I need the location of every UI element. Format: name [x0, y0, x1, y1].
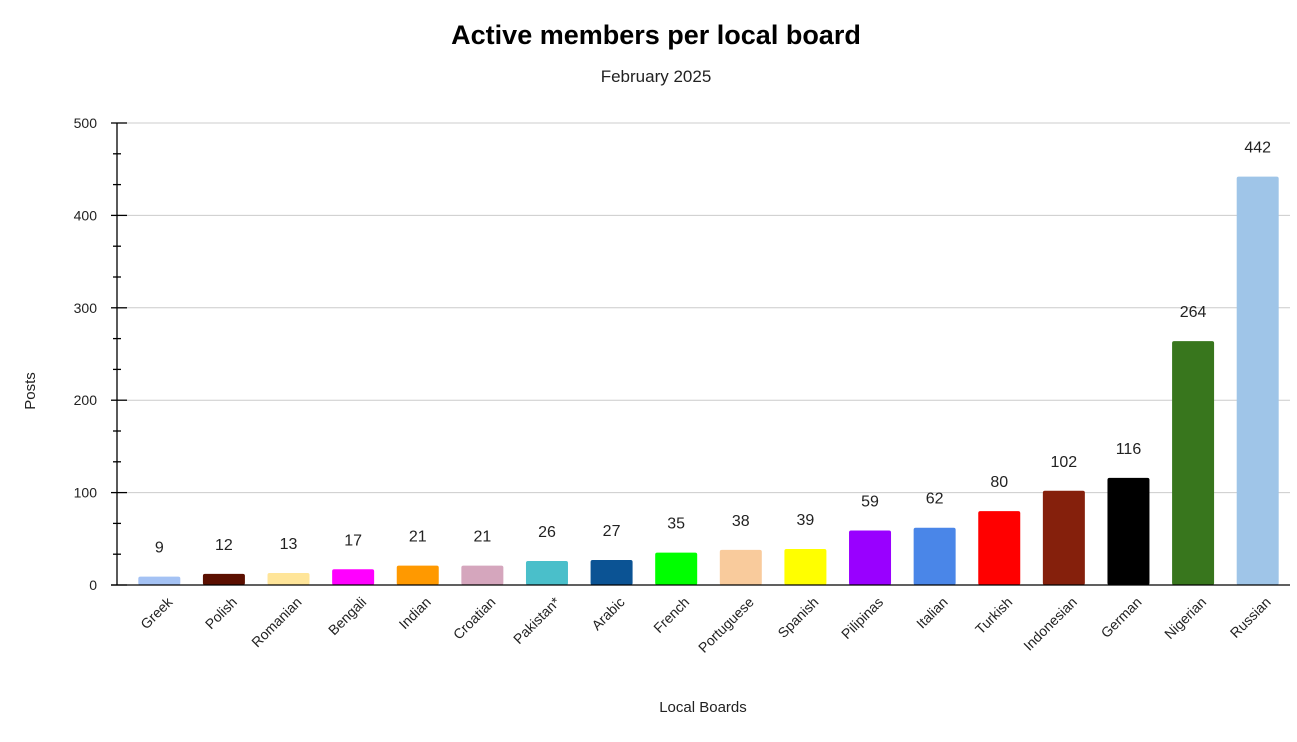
bar-russian[interactable]: [1236, 176, 1279, 586]
data-label: 116: [1116, 441, 1142, 458]
bar-spanish[interactable]: [784, 548, 827, 585]
x-tick-label: Indonesian: [1020, 594, 1080, 654]
x-tick-label: Spanish: [774, 594, 821, 641]
x-tick-label: Portuguese: [695, 594, 757, 656]
data-label: 39: [797, 512, 815, 529]
bar-arabic[interactable]: [590, 560, 633, 585]
data-label: 13: [280, 536, 298, 553]
data-label: 27: [603, 523, 621, 540]
data-label: 17: [344, 532, 362, 549]
x-tick-label: Romanian: [248, 594, 304, 650]
bar-croatian[interactable]: [461, 565, 504, 585]
data-label: 9: [155, 540, 164, 557]
data-label: 12: [215, 537, 233, 554]
bar-romanian[interactable]: [267, 572, 310, 585]
bar-turkish[interactable]: [978, 511, 1021, 585]
bar-italian[interactable]: [913, 527, 956, 585]
bar-pilipinas[interactable]: [849, 530, 892, 585]
x-tick-label: Arabic: [588, 594, 627, 633]
x-tick-label: German: [1098, 594, 1145, 641]
data-label: 264: [1180, 304, 1207, 321]
data-label: 62: [926, 491, 944, 508]
bars: [138, 176, 1279, 586]
x-tick-label: Bengali: [325, 594, 369, 638]
x-tick-label: Polish: [202, 594, 240, 632]
y-tick-label: 0: [89, 577, 97, 593]
data-label: 442: [1244, 140, 1271, 157]
x-axis-title: Local Boards: [659, 699, 747, 716]
bar-portuguese[interactable]: [719, 549, 762, 585]
y-tick-label: 400: [74, 207, 98, 223]
x-tick-label: Greek: [137, 593, 176, 632]
y-axis-title: Posts: [22, 372, 39, 410]
bar-polish[interactable]: [202, 573, 245, 585]
x-tick-label: Croatian: [450, 594, 499, 643]
axes: [111, 122, 1290, 586]
y-tick-label: 500: [74, 115, 98, 131]
data-label: 38: [732, 513, 750, 530]
chart-subtitle: February 2025: [601, 67, 712, 86]
chart-title: Active members per local board: [451, 20, 861, 50]
bar-french[interactable]: [655, 552, 698, 585]
bar-german[interactable]: [1107, 477, 1150, 585]
data-label: 26: [538, 524, 556, 541]
y-tick-label: 300: [74, 300, 98, 316]
x-tick-label: Indian: [396, 594, 434, 632]
bar-pakistan[interactable]: [525, 560, 568, 585]
gridlines: [127, 122, 1290, 494]
bar-bengali[interactable]: [332, 569, 375, 585]
x-tick-label: French: [650, 594, 692, 636]
x-tick-label: Pakistan*: [510, 593, 564, 647]
y-tick-label: 100: [74, 485, 98, 501]
x-tick-label: Turkish: [972, 594, 1015, 637]
data-label: 21: [473, 529, 491, 546]
data-label: 80: [990, 474, 1008, 491]
x-tick-label: Italian: [913, 594, 951, 632]
x-tick-label: Russian: [1227, 594, 1274, 641]
data-label: 102: [1051, 454, 1078, 471]
data-label: 35: [667, 516, 685, 533]
x-tick-label: Pilipinas: [838, 594, 886, 642]
bar-indonesian[interactable]: [1042, 490, 1085, 585]
bar-nigerian[interactable]: [1172, 341, 1215, 585]
bar-greek[interactable]: [138, 576, 181, 585]
data-label: 59: [861, 493, 879, 510]
y-tick-label: 200: [74, 392, 98, 408]
bar-indian[interactable]: [396, 565, 439, 585]
x-tick-label: Nigerian: [1161, 594, 1209, 642]
data-label: 21: [409, 529, 427, 546]
